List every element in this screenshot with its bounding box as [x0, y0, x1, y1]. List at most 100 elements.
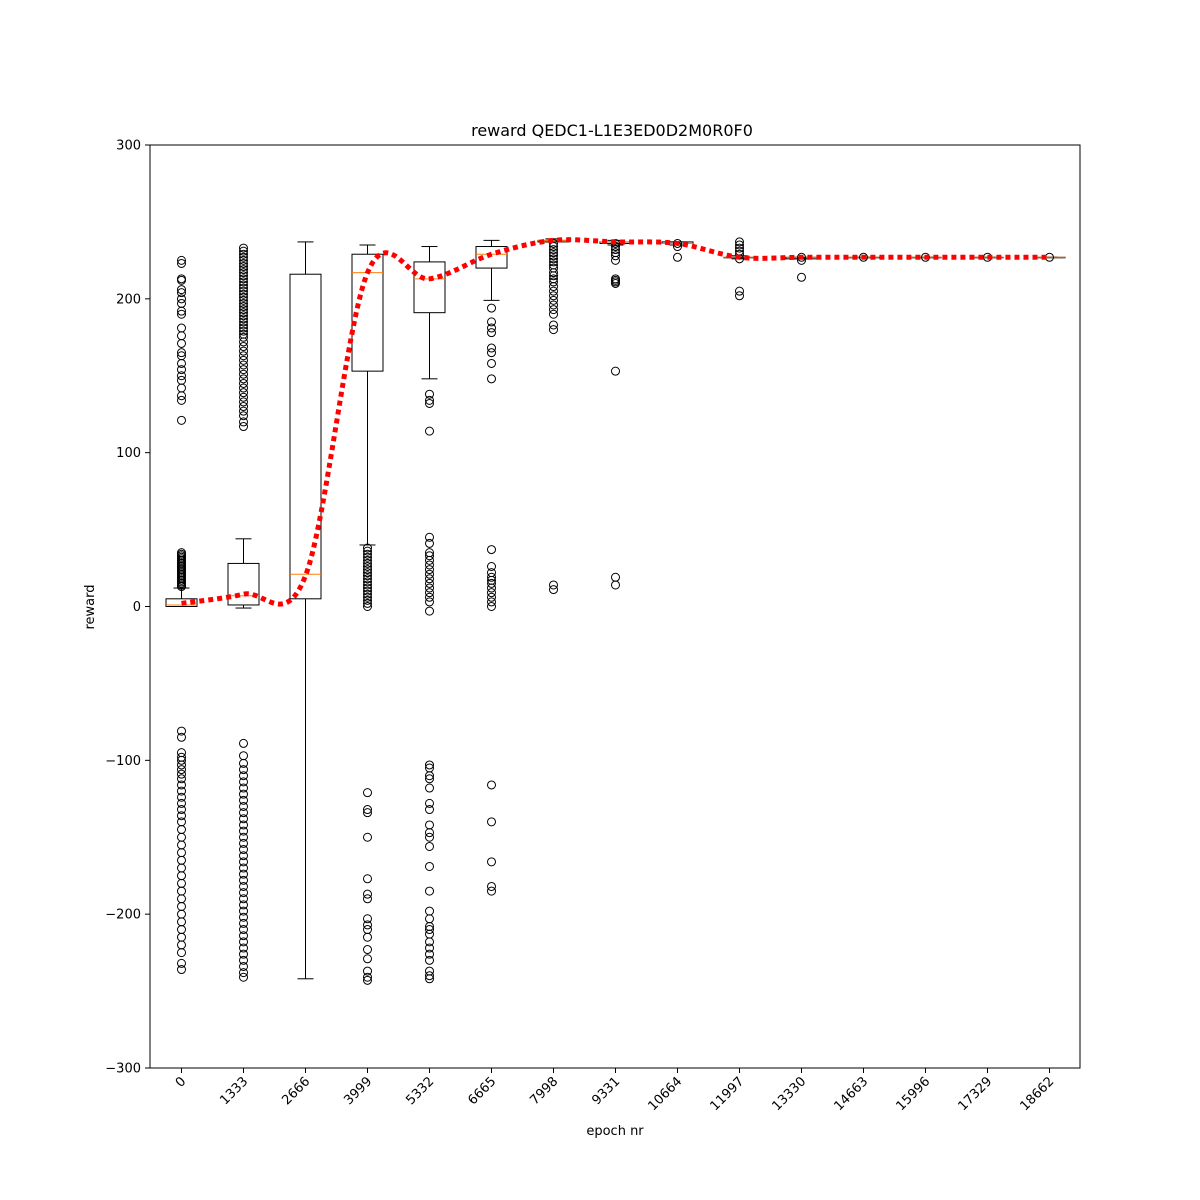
flier-point [549, 282, 558, 292]
flier-point [177, 415, 186, 425]
flier-point [363, 598, 372, 608]
flier-point [487, 578, 496, 588]
flier-point [239, 392, 248, 402]
flier-point [177, 306, 186, 316]
flier-point [239, 249, 248, 259]
flier-point [239, 277, 248, 287]
flier-point [363, 555, 372, 565]
flier-point [363, 805, 372, 815]
flier-point [239, 258, 248, 268]
flier-point [363, 932, 372, 942]
plot-frame [149, 144, 1081, 1069]
flier-point [239, 292, 248, 302]
flier-point [487, 545, 496, 555]
flier-point [363, 549, 372, 559]
flier-point [177, 365, 186, 375]
flier-point [425, 841, 434, 851]
flier-point [239, 305, 248, 315]
flier-point [425, 971, 434, 981]
flier-point [363, 808, 372, 818]
flier-point [549, 309, 558, 319]
flier-point [239, 286, 248, 296]
flier-point [797, 252, 806, 262]
flier-point [177, 755, 186, 765]
flier-point [239, 808, 248, 818]
flier-point [487, 323, 496, 333]
flier-point [363, 568, 372, 578]
flier-point [735, 286, 744, 296]
flier-point [177, 395, 186, 405]
flier-point [549, 295, 558, 305]
flier-point [239, 317, 248, 327]
flier-point [425, 798, 434, 808]
flier-point [425, 592, 434, 602]
flier-point [487, 602, 496, 611]
flier-point [177, 958, 186, 968]
flier-point [425, 606, 434, 616]
flier-point [177, 805, 186, 815]
flier-point [177, 275, 186, 285]
flier-point [735, 291, 744, 301]
flier-point [363, 589, 372, 599]
flier-point [487, 343, 496, 353]
flier-point [177, 780, 186, 790]
flier-point [363, 562, 372, 572]
flier-point [363, 552, 372, 562]
flier-point [239, 795, 248, 805]
flier-point [549, 242, 558, 252]
flier-point [363, 788, 372, 798]
y-tick-label: 200 [116, 292, 141, 307]
flier-point [239, 857, 248, 867]
flier-point [425, 588, 434, 598]
flier-point [487, 881, 496, 891]
flier-point [177, 255, 186, 265]
flier-point [549, 286, 558, 296]
flier-point [549, 251, 558, 261]
flier-point [239, 262, 248, 272]
flier-point [425, 597, 434, 607]
flier-point [239, 838, 248, 848]
box-6665 [475, 239, 508, 896]
flier-point [425, 943, 434, 953]
flier-point [177, 358, 186, 368]
flier-point [549, 257, 558, 267]
flier-point [177, 786, 186, 796]
flier-point [239, 949, 248, 959]
flier-point [239, 906, 248, 916]
flier-point [425, 578, 434, 588]
flier-point [859, 252, 868, 262]
flier-point [487, 588, 496, 598]
flier-point [425, 574, 434, 584]
flier-point [239, 314, 248, 324]
flier-point [177, 338, 186, 348]
flier-point [363, 586, 372, 596]
flier-point [425, 532, 434, 542]
flier-point [239, 888, 248, 898]
flier-point [239, 365, 248, 375]
flier-point [363, 602, 372, 611]
flier-point [549, 305, 558, 315]
flier-point [425, 771, 434, 781]
flier-point [363, 546, 372, 556]
flier-point [425, 886, 434, 896]
flier-point [239, 931, 248, 941]
flier-point [177, 294, 186, 304]
flier-point [239, 820, 248, 830]
flier-point [425, 832, 434, 842]
flier-point [363, 920, 372, 930]
flier-point [239, 845, 248, 855]
box-body [227, 562, 260, 606]
flier-point [239, 422, 248, 432]
flier-point [177, 760, 186, 770]
flier-point [239, 298, 248, 308]
flier-point [239, 738, 248, 748]
flier-point [177, 391, 186, 401]
flier-point [363, 543, 372, 553]
flier-point [425, 774, 434, 784]
flier-point [425, 949, 434, 959]
flier-point [425, 828, 434, 838]
flier-point [239, 814, 248, 824]
flier-point [239, 246, 248, 256]
flier-point [363, 595, 372, 605]
flier-point [239, 383, 248, 393]
